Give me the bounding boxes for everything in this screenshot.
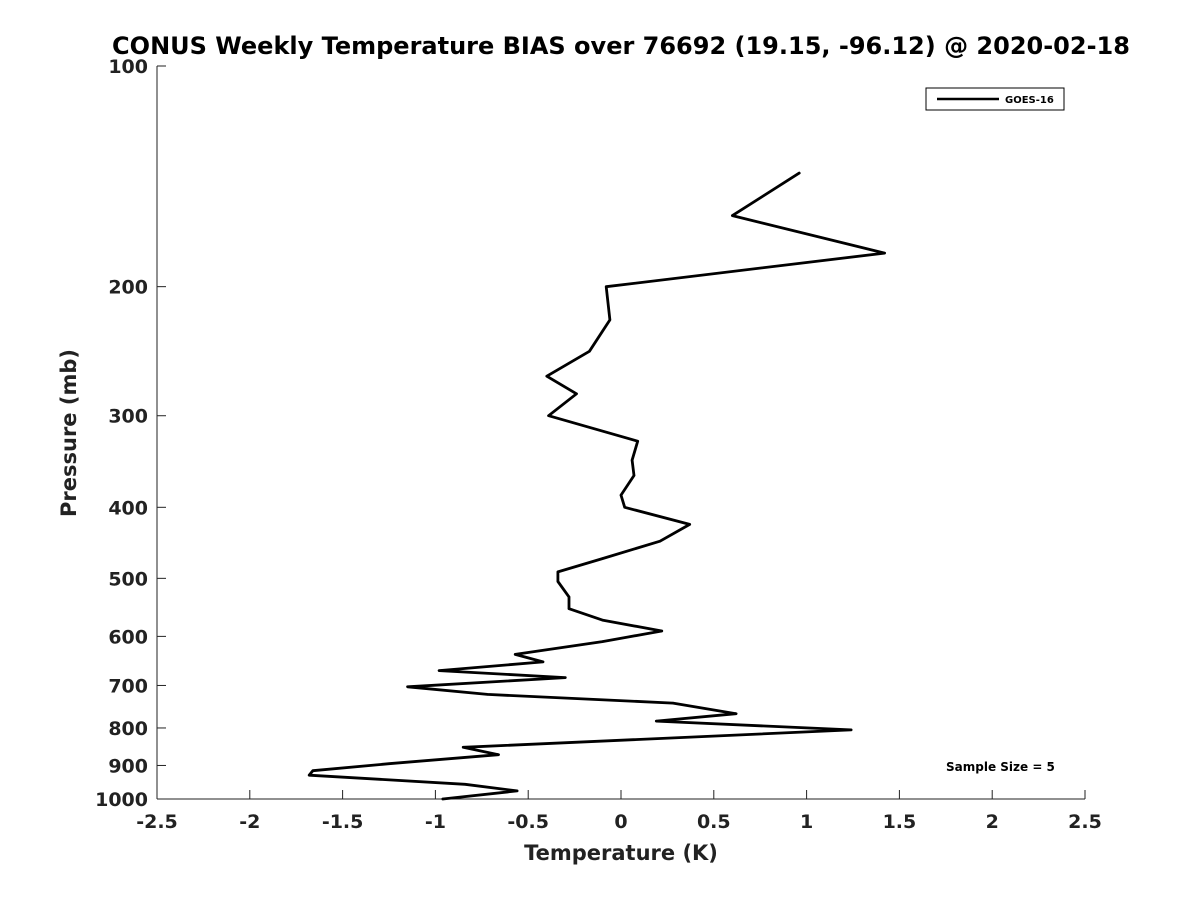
data-point	[486, 693, 489, 696]
x-axis-label: Temperature (K)	[524, 841, 718, 865]
data-point	[575, 392, 578, 395]
x-tick-label: -1	[425, 811, 446, 833]
y-tick-label: 200	[108, 277, 148, 299]
data-point	[514, 653, 517, 656]
data-point	[883, 251, 886, 255]
x-tick-label: -0.5	[507, 811, 549, 833]
data-point	[311, 769, 315, 772]
data-point	[660, 629, 663, 633]
x-tick-label: 2.5	[1068, 811, 1102, 833]
series-line-goes-16	[307, 171, 886, 801]
data-point	[605, 285, 608, 288]
data-point	[636, 440, 639, 443]
data-point	[567, 595, 571, 599]
x-tick-label: 0	[614, 811, 627, 833]
data-point	[671, 701, 675, 705]
data-point	[441, 797, 444, 801]
data-point	[462, 746, 465, 749]
data-point	[556, 570, 560, 574]
data-point	[798, 171, 801, 175]
y-tick-label: 500	[108, 568, 148, 590]
x-axis-ticks: -2.5 -2 -1.5 -1 -0.5 0 0.5 1 1.5 2 2.5	[136, 790, 1102, 833]
data-point	[547, 414, 550, 417]
y-tick-label: 300	[108, 406, 148, 428]
data-point	[601, 618, 604, 622]
data-point	[497, 753, 500, 756]
data-point	[387, 762, 391, 765]
y-tick-label: 100	[108, 56, 148, 78]
data-point	[545, 375, 548, 378]
data-point	[515, 789, 519, 793]
y-tick-label: 600	[108, 626, 148, 648]
legend: GOES-16	[925, 87, 1065, 111]
y-tick-label: 1000	[95, 789, 148, 811]
data-point	[308, 774, 311, 777]
data-point	[564, 676, 567, 679]
data-point	[623, 506, 626, 509]
x-tick-label: 2	[986, 811, 999, 833]
data-point	[541, 660, 545, 664]
data-point	[601, 557, 604, 560]
data-point	[849, 728, 853, 732]
data-point	[601, 640, 604, 643]
series-layer	[307, 171, 886, 801]
data-point	[463, 783, 467, 786]
x-tick-label: -2	[239, 811, 260, 833]
legend-label-goes-16: GOES-16	[1005, 95, 1054, 106]
data-point	[655, 719, 658, 723]
data-point	[734, 712, 738, 715]
x-tick-label: 0.5	[697, 811, 731, 833]
y-tick-label: 800	[108, 718, 148, 740]
data-point	[619, 493, 623, 497]
x-tick-label: 1.5	[883, 811, 917, 833]
data-point	[556, 580, 560, 583]
data-point	[731, 214, 734, 217]
x-tick-label: 1	[800, 811, 813, 833]
data-point	[567, 607, 571, 610]
data-point	[437, 669, 441, 672]
data-point	[630, 459, 634, 462]
y-axis-ticks: 100 200 300 400 500 600 700 800 900 1000	[95, 56, 166, 811]
data-point	[632, 474, 636, 477]
y-tick-label: 900	[108, 755, 148, 777]
data-point	[608, 318, 612, 322]
x-tick-label: -2.5	[136, 811, 178, 833]
y-axis-label: Pressure (mb)	[57, 349, 81, 517]
data-point	[406, 685, 409, 688]
data-point	[688, 523, 691, 526]
chart-title: CONUS Weekly Temperature BIAS over 76692…	[112, 32, 1130, 60]
y-tick-label: 400	[108, 497, 148, 519]
data-point	[588, 350, 591, 353]
data-point	[658, 540, 662, 543]
sample-size-annotation: Sample Size = 5	[946, 760, 1055, 774]
y-tick-label: 700	[108, 675, 148, 697]
x-tick-label: -1.5	[322, 811, 364, 833]
